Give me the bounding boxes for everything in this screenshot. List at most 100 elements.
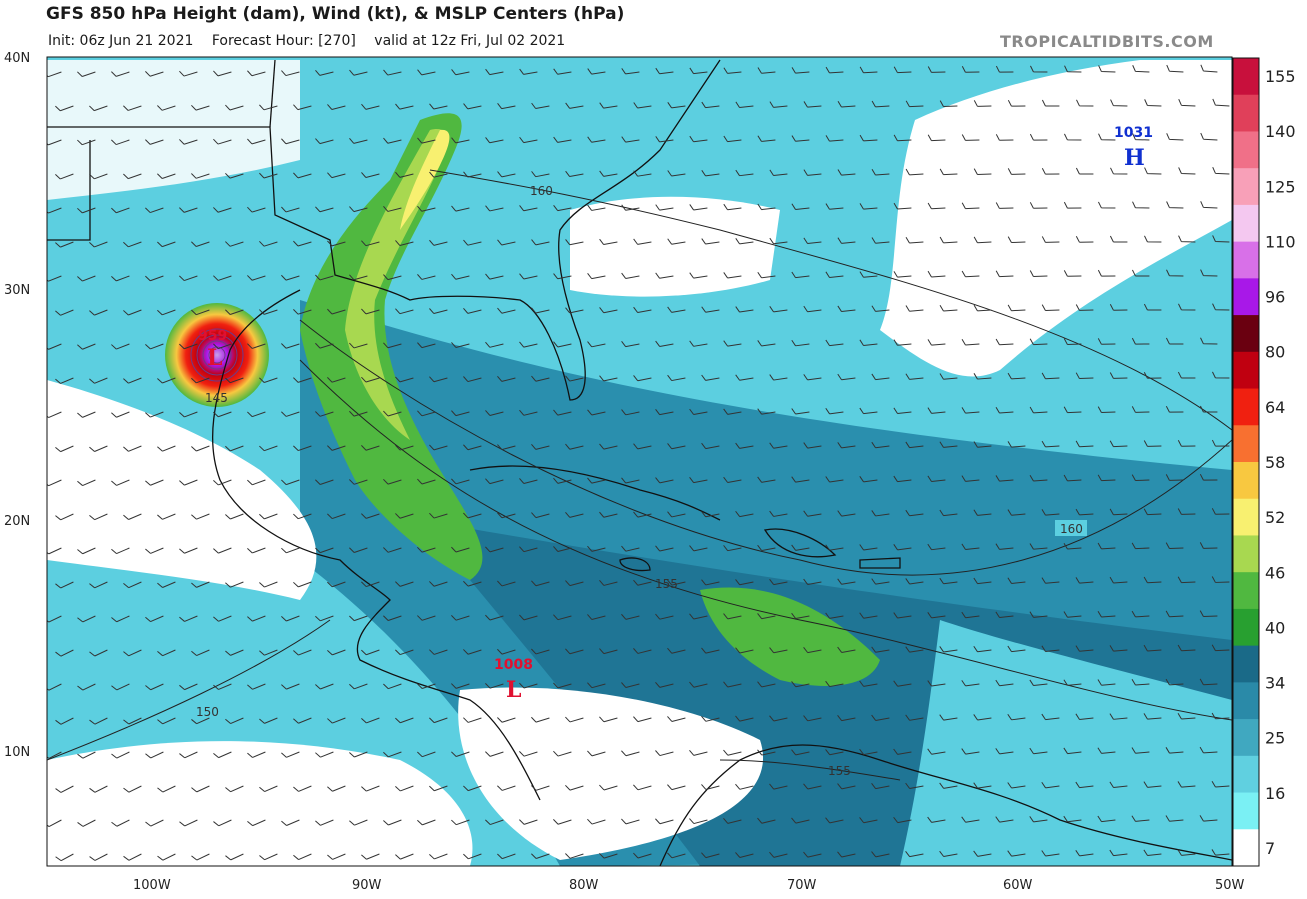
wind-barb <box>429 376 448 383</box>
wind-barb <box>191 309 210 316</box>
wind-barb <box>837 305 856 313</box>
calm-area-plains <box>47 60 300 200</box>
wind-barb <box>769 851 788 858</box>
wind-barb <box>587 750 606 757</box>
wind-barb <box>1177 849 1196 856</box>
contour-label-bg <box>1055 520 1087 536</box>
wind-barb <box>89 513 108 521</box>
wind-barb <box>451 751 470 757</box>
wind-barb <box>803 101 822 108</box>
wind-barb <box>621 204 640 211</box>
wind-barb <box>689 749 708 756</box>
wind-barb <box>213 411 232 418</box>
wind-barb <box>395 376 414 383</box>
wind-barb <box>621 272 640 279</box>
wind-barb <box>157 649 176 657</box>
wind-barb <box>157 309 176 316</box>
wind-barb <box>123 241 142 248</box>
wind-barb <box>463 444 482 451</box>
wind-barb <box>417 478 436 485</box>
wind-barb <box>689 204 708 211</box>
wind-barb <box>701 511 720 518</box>
wind-barb <box>837 510 856 517</box>
wind-barb <box>973 782 992 789</box>
wind-barb <box>803 169 822 176</box>
colorbar-swatch <box>1233 535 1259 573</box>
colorbar-swatch <box>1233 829 1259 867</box>
wind-barb <box>531 853 550 859</box>
wind-barb <box>973 509 992 516</box>
wind-barb <box>995 543 1014 550</box>
calm-area-caribbean-sw <box>458 687 764 860</box>
wind-barb <box>157 173 176 179</box>
colorbar-label: 34 <box>1265 674 1285 693</box>
wind-barb <box>361 717 380 724</box>
wind-barb <box>451 683 470 689</box>
wind-barb <box>1178 303 1196 311</box>
wind-barb <box>1211 780 1230 788</box>
wind-barb <box>1212 98 1230 107</box>
lat-label: 20N <box>4 514 30 529</box>
wind-barb <box>565 580 584 587</box>
wind-barb <box>1098 133 1116 141</box>
wind-barb <box>689 272 708 279</box>
map-panel: 160 160 155 155 150 145 <box>47 57 1232 866</box>
wind-barb <box>1199 746 1218 754</box>
colorbar-label: 140 <box>1265 122 1296 141</box>
wind-barb <box>55 513 74 521</box>
wind-barb <box>383 206 402 212</box>
wind-barb <box>757 613 776 620</box>
wind-barb <box>395 649 414 656</box>
wind-barb <box>1131 337 1150 345</box>
calm-area-pacific <box>47 741 473 866</box>
wind-barb <box>1131 474 1150 481</box>
calm-area-se-us <box>570 196 780 297</box>
wind-barb <box>995 134 1014 141</box>
wind-barb <box>417 274 436 280</box>
wind-barb <box>281 70 300 77</box>
wind-barb <box>259 853 278 861</box>
colorbar-swatch <box>1233 388 1259 426</box>
wind-barb <box>395 103 414 110</box>
wind-barb <box>655 340 674 347</box>
wind-barb <box>973 236 992 244</box>
wind-barb <box>757 817 776 824</box>
wind-barb <box>349 751 368 758</box>
wind-barb <box>791 408 810 415</box>
wind-barb <box>769 442 788 449</box>
wind-barb <box>259 581 278 588</box>
wind-barb <box>791 339 810 347</box>
wind-barb <box>123 377 142 384</box>
wind-barb <box>655 750 674 757</box>
wind-barb <box>621 682 640 689</box>
wind-barb <box>497 512 516 519</box>
wind-barb <box>689 818 708 825</box>
lat-label: 40N <box>4 51 30 66</box>
wind-barb <box>417 205 436 212</box>
wind-barb <box>837 783 856 790</box>
wind-barb <box>859 66 878 74</box>
wind-barb <box>191 104 210 111</box>
wind-barb <box>1166 133 1184 141</box>
wind-barb <box>565 512 584 518</box>
wind-barb <box>463 103 482 110</box>
wind-barb <box>1075 167 1094 175</box>
wind-barb <box>1200 132 1218 141</box>
wind-barb <box>315 342 334 349</box>
height-contours <box>47 169 1232 781</box>
wind-barb <box>1063 679 1082 686</box>
wind-barb <box>519 546 538 553</box>
wind-barb <box>451 614 470 621</box>
wind-barb <box>1178 235 1196 243</box>
wind-barb <box>281 343 300 349</box>
wind-barb <box>995 338 1014 346</box>
wind-barb <box>587 818 606 825</box>
wind-barb <box>995 65 1014 73</box>
wind-barb <box>485 273 504 280</box>
wind-barb <box>633 579 652 586</box>
wind-barb <box>633 238 652 245</box>
wind-barb <box>315 69 334 76</box>
wind-barb <box>531 580 550 587</box>
wind-barb <box>565 784 584 791</box>
wind-barb <box>89 581 108 589</box>
